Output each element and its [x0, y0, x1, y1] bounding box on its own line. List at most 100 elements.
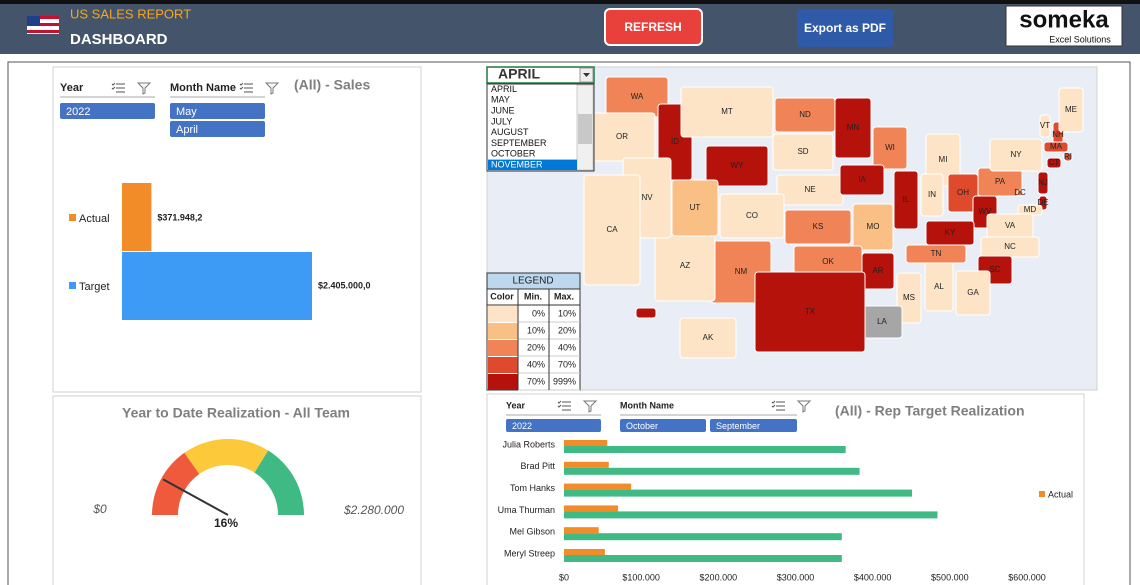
state	[719, 193, 785, 239]
filter-icon[interactable]	[136, 82, 152, 95]
legend-min: 0%	[532, 308, 545, 318]
state	[772, 133, 834, 171]
filter-icon[interactable]	[582, 400, 598, 413]
legend-swatch	[488, 306, 518, 322]
slicer-label: Month Name	[170, 82, 236, 94]
state-label: IA	[858, 175, 866, 184]
bar	[122, 252, 312, 320]
dropdown-option[interactable]: SEPTEMBER	[491, 138, 547, 148]
slicer-label: Month Name	[620, 400, 674, 410]
panel-title: (All) - Sales	[294, 77, 370, 93]
slicer-item[interactable]	[170, 121, 265, 137]
refresh-button[interactable]: REFRESH	[604, 8, 703, 46]
dropdown-option[interactable]: APRIL	[491, 84, 517, 94]
flag-icon	[27, 16, 59, 34]
slicer-item-label: October	[626, 421, 658, 431]
state-label: NH	[1052, 130, 1064, 139]
state	[920, 173, 944, 217]
state-label: CO	[746, 211, 758, 220]
state-label: IL	[903, 195, 910, 204]
gauge-segment	[184, 439, 269, 475]
state-label: WV	[979, 207, 993, 216]
state	[1016, 189, 1024, 197]
multi-select-icon[interactable]	[771, 400, 785, 411]
scroll-thumb[interactable]	[578, 114, 592, 144]
header-title: DASHBOARD	[70, 31, 168, 48]
state-label: KS	[813, 222, 824, 231]
option-highlight	[488, 159, 577, 171]
slicer-item[interactable]	[710, 419, 797, 432]
state-label: IN	[928, 190, 936, 199]
x-tick-label: $400.000	[854, 572, 892, 582]
legend-swatch	[488, 357, 518, 373]
state-label: AL	[934, 282, 944, 291]
y-tick-label: Mel Gibson	[509, 527, 555, 537]
state-label: WI	[885, 143, 895, 152]
y-tick-label: Meryl Streep	[504, 548, 555, 558]
legend-label: Target	[79, 281, 110, 293]
state-label: AR	[872, 266, 883, 275]
slicer-item-label: September	[716, 421, 760, 431]
state-label: MA	[1050, 142, 1063, 151]
legend-header: Max.	[554, 291, 574, 301]
legend-max: 10%	[558, 308, 576, 318]
slicer-item-label: April	[176, 124, 198, 136]
export-button[interactable]: Export as PDF	[797, 9, 893, 47]
slicer-item[interactable]	[60, 103, 155, 119]
x-tick-label: $500.000	[931, 572, 969, 582]
state-label: NE	[804, 185, 815, 194]
slicer-item-label: 2022	[512, 421, 532, 431]
x-tick-label: $100.000	[622, 572, 660, 582]
state-label: MO	[867, 222, 880, 231]
gauge-max: $2.280.000	[343, 503, 404, 517]
dropdown-option[interactable]: OCTOBER	[491, 149, 536, 159]
state-label: DC	[1014, 188, 1026, 197]
state-label: ID	[671, 137, 679, 146]
state-label: NY	[1010, 150, 1022, 159]
dropdown-option[interactable]: JULY	[491, 116, 512, 126]
bar	[564, 511, 938, 519]
gauge-segment	[254, 450, 304, 515]
legend-swatch	[69, 282, 76, 289]
state	[1058, 87, 1084, 133]
bar	[564, 527, 599, 534]
state	[896, 272, 922, 324]
x-tick-label: $600.000	[1008, 572, 1046, 582]
y-tick-label: Brad Pitt	[520, 461, 555, 471]
legend-label: Actual	[79, 213, 110, 225]
slicer-item[interactable]	[170, 103, 265, 119]
gauge-min: $0	[92, 502, 107, 516]
legend-swatch	[488, 340, 518, 356]
multi-select-icon[interactable]	[239, 82, 253, 93]
filter-icon[interactable]	[796, 400, 812, 413]
legend-swatch	[69, 214, 76, 221]
header-subtitle: US SALES REPORT	[70, 6, 191, 21]
state-label: MD	[1024, 205, 1037, 214]
x-tick-label: $200.000	[700, 572, 738, 582]
slicer-item[interactable]	[620, 419, 706, 432]
button-label: Export as PDF	[804, 21, 886, 35]
dropdown-option[interactable]: JUNE	[491, 105, 515, 115]
state	[893, 170, 919, 230]
multi-select-icon[interactable]	[111, 82, 125, 93]
state-label: UT	[690, 203, 701, 212]
filter-icon[interactable]	[264, 82, 280, 95]
state	[679, 317, 737, 359]
dropdown-list	[486, 83, 595, 172]
legend-max: 20%	[558, 325, 576, 335]
dropdown-option[interactable]: MAY	[491, 95, 510, 105]
legend-title-bg	[486, 272, 581, 290]
dropdown-option[interactable]: AUGUST	[491, 127, 529, 137]
state	[583, 174, 641, 286]
multi-select-icon[interactable]	[557, 400, 571, 411]
dropdown[interactable]	[486, 66, 595, 84]
state-label: WA	[631, 92, 644, 101]
state-label: SC	[989, 265, 1000, 274]
state-label: MS	[903, 293, 915, 302]
dropdown-option[interactable]: NOVEMBER	[491, 159, 543, 169]
slicer-item[interactable]	[506, 419, 601, 432]
state	[852, 203, 894, 251]
legend-min: 40%	[527, 359, 545, 369]
logo: someka Excel Solutions	[1005, 5, 1123, 47]
state-label: LA	[877, 317, 887, 326]
